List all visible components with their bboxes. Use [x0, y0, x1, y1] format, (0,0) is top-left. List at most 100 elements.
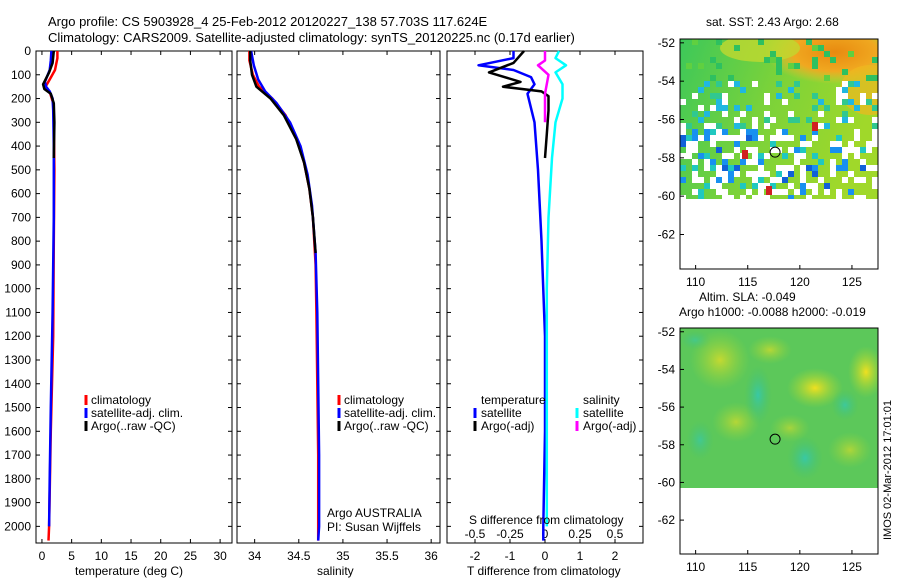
x-tick-label: 30 — [213, 549, 227, 563]
sla-field — [680, 328, 878, 488]
map-y-tick-label: -52 — [658, 36, 676, 50]
map-x-tick-label: 110 — [686, 275, 705, 289]
salinity-axes — [236, 50, 441, 544]
map-y-tick-label: -62 — [658, 513, 676, 527]
y-tick-label: 2000 — [4, 519, 31, 533]
legend-climatology: climatology — [344, 393, 404, 407]
s-tick-label: 0.25 — [568, 527, 592, 541]
map-y-tick-label: -58 — [658, 438, 676, 452]
annotation-argo-australia: Argo AUSTRALIA — [327, 506, 422, 520]
x-tick-label: 20 — [154, 549, 168, 563]
legend-satellite: satellite-adj. clim. — [91, 406, 183, 420]
x-tick-label: 0 — [39, 549, 46, 563]
legend-salinity-title: salinity — [583, 393, 620, 407]
series-climatology — [44, 51, 59, 541]
s-difference-label: S difference from climatology — [469, 513, 624, 527]
y-tick-label: 1900 — [4, 496, 31, 510]
x-tick-label: 34.5 — [287, 549, 311, 563]
sla-float-marker — [769, 433, 781, 445]
y-tick-label: 700 — [11, 210, 31, 224]
y-tick-label: 1300 — [4, 353, 31, 367]
map-x-tick-label: 120 — [790, 560, 810, 574]
title-line1: Argo profile: CS 5903928_4 25-Feb-2012 2… — [48, 14, 488, 29]
y-tick-label: 1800 — [4, 472, 31, 486]
y-tick-label: 1100 — [5, 305, 31, 319]
y-tick-label: 1000 — [4, 282, 31, 296]
series-argo — [248, 51, 317, 254]
map-y-tick-label: -56 — [658, 113, 676, 127]
legend-argo: Argo(..raw -QC) — [344, 419, 429, 433]
map-y-tick-label: -60 — [658, 189, 676, 203]
map-y-tick-label: -54 — [658, 362, 676, 376]
x-tick-label: -1 — [505, 549, 516, 563]
y-tick-label: 800 — [11, 234, 31, 248]
title-line2: Climatology: CARS2009. Satellite-adjuste… — [48, 30, 575, 45]
sst-map-title: sat. SST: 2.43 Argo: 2.68 — [706, 15, 839, 29]
map-y-tick-label: -62 — [658, 228, 676, 242]
y-tick-label: 200 — [11, 92, 31, 106]
sst-map-frame — [679, 38, 879, 270]
sla-map-title1: Altim. SLA: -0.049 — [699, 290, 796, 304]
temperature-axes — [35, 50, 233, 544]
map-x-tick-label: 120 — [790, 275, 810, 289]
series-t-satellite — [477, 51, 547, 541]
map-x-tick-label: 110 — [686, 560, 705, 574]
legend-satellite: satellite-adj. clim. — [344, 406, 436, 420]
temperature-xlabel: temperature (deg C) — [75, 564, 183, 578]
x-tick-label: 35.5 — [375, 549, 399, 563]
y-tick-label: 1600 — [4, 424, 31, 438]
series-climatology — [248, 51, 320, 541]
s-tick-label: -0.25 — [496, 527, 524, 541]
x-tick-label: 36 — [424, 549, 438, 563]
legend-climatology: climatology — [91, 393, 151, 407]
series-argo — [41, 50, 56, 159]
y-tick-label: 100 — [11, 68, 31, 82]
map-y-tick-label: -52 — [658, 325, 676, 339]
map-x-tick-label: 115 — [738, 275, 757, 289]
sla-map: Altim. SLA: -0.049 Argo h1000: -0.0088 h… — [658, 290, 879, 574]
map-x-tick-label: 125 — [842, 560, 862, 574]
difference-legend: temperature salinity satellite Argo(-adj… — [469, 393, 636, 527]
y-tick-label: 400 — [11, 139, 31, 153]
map-y-tick-label: -56 — [658, 400, 676, 414]
legend-t-satellite: satellite — [481, 406, 522, 420]
s-tick-label: 0 — [542, 527, 549, 541]
x-tick-label: 5 — [68, 549, 75, 563]
legend-argo: Argo(..raw -QC) — [91, 419, 176, 433]
imos-stamp: IMOS 02-Mar-2012 17:01:01 — [882, 400, 894, 540]
x-tick-label: 15 — [124, 549, 138, 563]
x-tick-label: 34 — [248, 549, 262, 563]
series-s-argo — [536, 51, 550, 123]
x-tick-label: 0 — [542, 549, 549, 563]
map-y-tick-label: -58 — [658, 151, 676, 165]
sst-float-marker — [769, 146, 781, 158]
annotation-pi: PI: Susan Wijffels — [327, 520, 421, 534]
salinity-legend: climatology satellite-adj. clim. Argo(..… — [327, 393, 436, 534]
series-satellite — [43, 50, 56, 527]
legend-s-satellite: satellite — [583, 406, 624, 420]
difference-xlabel: T difference from climatology — [467, 564, 621, 578]
series-t-argo — [487, 50, 550, 159]
series-s-satellite — [545, 50, 568, 527]
y-tick-label: 0 — [24, 44, 31, 58]
x-tick-label: 1 — [577, 549, 584, 563]
y-tick-label: 1400 — [4, 377, 31, 391]
map-x-tick-label: 115 — [738, 560, 757, 574]
sst-map: sat. SST: 2.43 Argo: 2.68 110 115 120 125 -5… — [658, 15, 879, 289]
tick-layer: 0 5 10 15 20 25 300100200300400500600700800900… — [4, 44, 643, 563]
y-tick-label: 500 — [11, 163, 31, 177]
legend-t-argo: Argo(-adj) — [481, 419, 534, 433]
sst-field — [680, 39, 878, 199]
map-y-tick-label: -54 — [658, 74, 676, 88]
sla-map-frame — [679, 327, 879, 555]
sla-map-title2: Argo h1000: -0.0088 h2000: -0.019 — [679, 305, 866, 319]
y-tick-label: 1500 — [4, 401, 31, 415]
y-tick-label: 600 — [11, 187, 31, 201]
x-tick-label: 10 — [95, 549, 109, 563]
legend-s-argo: Argo(-adj) — [583, 419, 636, 433]
temperature-legend: climatology satellite-adj. clim. Argo(..… — [84, 393, 183, 433]
x-tick-label: 35 — [336, 549, 350, 563]
s-tick-label: -0.5 — [465, 527, 486, 541]
x-tick-label: 2 — [612, 549, 619, 563]
